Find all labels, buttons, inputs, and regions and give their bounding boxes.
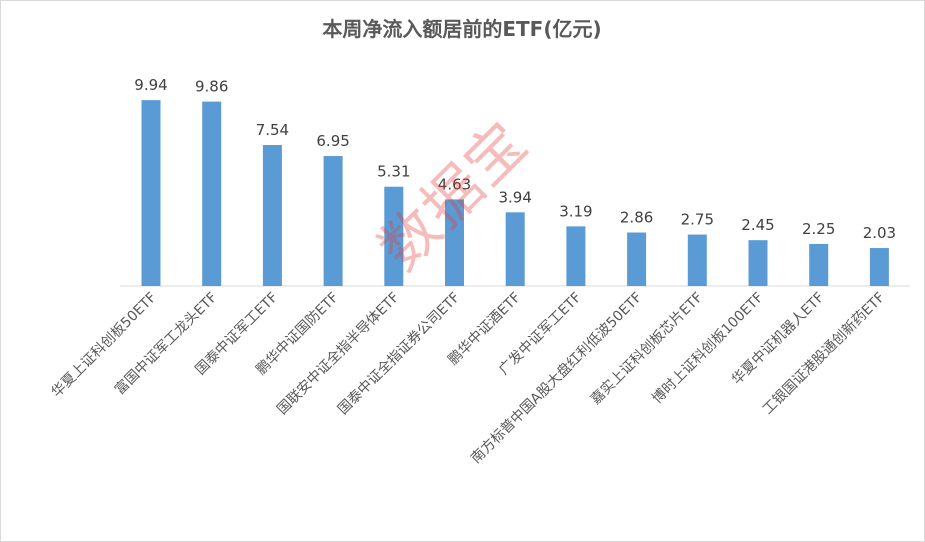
data-label: 2.03 <box>863 224 896 242</box>
bar <box>323 156 343 286</box>
bar <box>687 234 707 286</box>
x-tick-label: 华夏上证科创板50ETF <box>49 290 160 401</box>
bar <box>809 243 829 286</box>
bar <box>566 226 586 286</box>
x-tick-label: 嘉实上证科创板芯片ETF <box>588 290 706 408</box>
data-label: 2.86 <box>620 209 653 227</box>
x-tick-label: 国泰中证全指证券公司ETF <box>334 289 463 418</box>
bar <box>262 145 282 286</box>
data-label: 6.95 <box>316 132 349 150</box>
x-tick-label: 工银国证港股通创新药ETF <box>760 290 888 418</box>
bar <box>445 199 464 286</box>
bar <box>384 186 404 286</box>
data-label: 3.19 <box>559 202 592 220</box>
data-label: 9.94 <box>134 76 167 94</box>
bar <box>202 101 222 286</box>
data-label: 2.25 <box>802 220 835 238</box>
x-tick-label: 国联安中证全指半导体ETF <box>274 289 403 418</box>
data-label: 2.45 <box>741 216 774 234</box>
bar <box>748 240 768 286</box>
data-label: 7.54 <box>256 121 289 139</box>
x-tick-label: 博时上证科创板100ETF <box>649 289 767 407</box>
bar <box>141 100 161 286</box>
data-label: 2.75 <box>681 211 714 229</box>
data-label: 5.31 <box>377 163 410 181</box>
data-label: 4.63 <box>438 175 471 193</box>
bar <box>627 232 647 286</box>
bar <box>869 248 889 286</box>
data-label: 9.86 <box>195 78 228 96</box>
bar <box>505 212 525 286</box>
x-tick-label: 富国中证军工龙头ETF <box>111 289 220 398</box>
chart-title: 本周净流入额居前的ETF(亿元) <box>322 17 601 41</box>
data-label: 3.94 <box>498 188 531 206</box>
